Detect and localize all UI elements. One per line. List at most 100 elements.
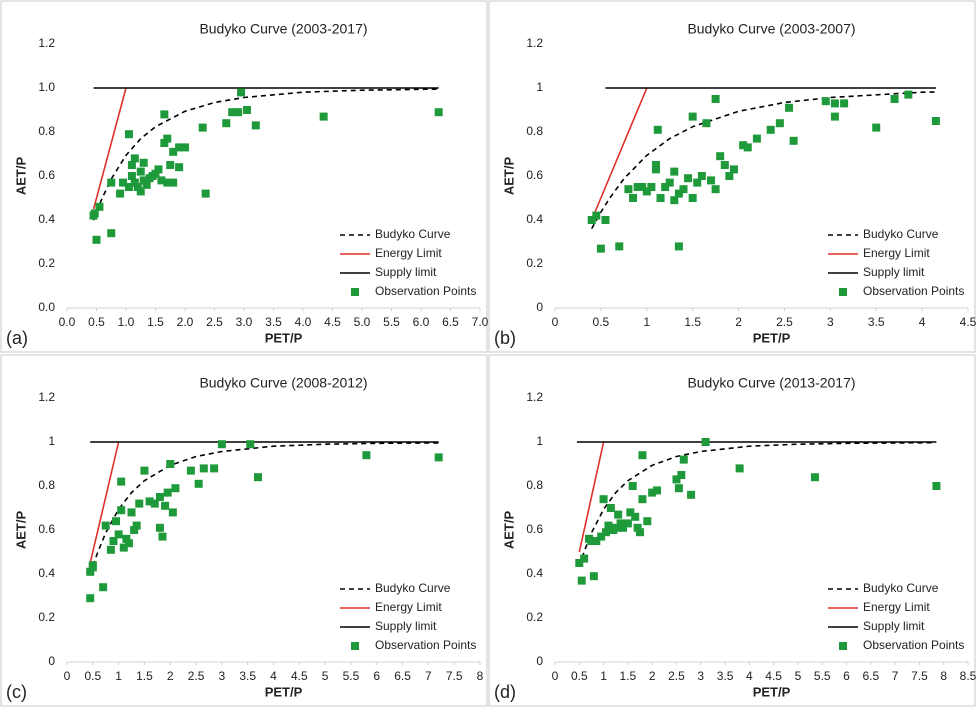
observation-point xyxy=(163,488,172,497)
observation-point xyxy=(228,108,237,117)
observation-point xyxy=(775,119,784,128)
observation-point xyxy=(130,154,139,163)
x-tick-label: 4.5 xyxy=(960,315,977,329)
x-tick-label: 4.5 xyxy=(765,669,782,683)
x-tick-label: 1.5 xyxy=(147,315,164,329)
observation-point xyxy=(687,490,696,499)
y-tick-label: 0.6 xyxy=(38,522,55,536)
panel-frame xyxy=(0,354,488,707)
observation-point xyxy=(136,187,145,196)
observation-point xyxy=(95,202,104,211)
observation-point xyxy=(631,512,640,521)
x-tick-label: 4 xyxy=(270,669,277,683)
observation-point xyxy=(171,484,180,493)
x-tick-label: 8.5 xyxy=(960,669,977,683)
observation-point xyxy=(155,493,164,501)
observation-point xyxy=(638,451,647,460)
x-tick-label: 0 xyxy=(64,669,71,683)
y-tick-label: 0 xyxy=(536,300,543,314)
observation-point xyxy=(720,161,729,169)
x-tick-label: 0.5 xyxy=(88,315,105,329)
x-tick-label: 1.5 xyxy=(620,669,637,683)
x-tick-label: 6.5 xyxy=(442,315,459,329)
observation-point xyxy=(589,572,598,581)
panel-frame xyxy=(0,0,488,353)
observation-point xyxy=(163,178,172,187)
y-axis-label: AET/P xyxy=(13,157,28,196)
y-tick-label: 1.2 xyxy=(38,390,55,404)
x-tick-label: 8 xyxy=(940,669,947,683)
observation-point xyxy=(139,176,148,185)
observation-point xyxy=(157,176,166,185)
x-tick-label: 0.5 xyxy=(571,669,588,683)
x-tick-label: 8 xyxy=(477,669,484,683)
y-tick-label: 1.2 xyxy=(526,36,543,50)
y-tick-label: 0.8 xyxy=(526,478,543,492)
observation-point xyxy=(693,178,702,187)
x-tick-label: 5 xyxy=(795,669,802,683)
x-tick-label: 2.5 xyxy=(668,669,685,683)
observation-point xyxy=(198,123,207,132)
observation-point xyxy=(124,539,133,548)
observation-point xyxy=(168,508,177,517)
series-line xyxy=(89,441,120,564)
observation-point xyxy=(140,466,149,475)
observation-point xyxy=(596,244,605,253)
observation-point xyxy=(161,501,170,510)
y-tick-label: 0.6 xyxy=(526,168,543,182)
x-tick-label: 3 xyxy=(219,669,226,683)
legend-label: Energy Limit xyxy=(375,246,442,260)
x-tick-label: 3.5 xyxy=(868,315,885,329)
observation-point xyxy=(597,532,606,541)
observation-point xyxy=(604,521,613,530)
observation-point xyxy=(648,488,657,497)
observation-point xyxy=(670,167,679,176)
x-tick-label: 4.5 xyxy=(291,669,308,683)
observation-point xyxy=(615,242,624,251)
observation-point xyxy=(674,242,683,251)
observation-point xyxy=(766,125,775,134)
observation-point xyxy=(234,108,243,117)
observation-point xyxy=(127,172,136,180)
observation-point xyxy=(638,495,647,504)
y-tick-label: 0.6 xyxy=(38,168,55,182)
legend-marker xyxy=(351,288,359,296)
observation-point xyxy=(619,523,628,532)
y-tick-label: 0.6 xyxy=(526,522,543,536)
panel-label: (b) xyxy=(494,328,516,348)
observation-point xyxy=(246,440,255,449)
observation-point xyxy=(661,183,670,191)
observation-point xyxy=(136,167,145,176)
chart-title: Budyko Curve (2008-2012) xyxy=(199,375,367,391)
y-tick-label: 0.4 xyxy=(38,566,55,580)
y-tick-label: 1.2 xyxy=(38,36,55,50)
observation-point xyxy=(175,163,184,172)
observation-point xyxy=(616,519,625,528)
observation-point xyxy=(210,464,219,473)
observation-point xyxy=(434,453,443,462)
y-tick-label: 0.8 xyxy=(526,124,543,138)
chart-title: Budyko Curve (2003-2007) xyxy=(687,21,855,37)
legend-label: Supply limit xyxy=(375,619,437,633)
observation-point xyxy=(166,161,175,169)
x-tick-label: 1.0 xyxy=(118,315,135,329)
observation-point xyxy=(674,484,683,493)
observation-point xyxy=(158,532,167,541)
panel-label: (a) xyxy=(6,328,28,348)
observation-point xyxy=(830,99,839,108)
observation-point xyxy=(175,143,184,152)
observation-point xyxy=(931,117,940,125)
series-line xyxy=(578,441,605,553)
observation-point xyxy=(319,112,328,121)
series-line xyxy=(92,88,439,221)
x-tick-label: 6.5 xyxy=(862,669,879,683)
x-tick-label: 0.5 xyxy=(84,669,101,683)
legend-label: Supply limit xyxy=(863,619,925,633)
legend: Budyko Curve Energy Limit Supply limit Obse… xyxy=(828,581,964,652)
x-tick-label: 5.5 xyxy=(383,315,400,329)
x-tick-label: 2.5 xyxy=(776,315,793,329)
observation-point xyxy=(743,143,752,152)
observation-point xyxy=(169,178,178,187)
observation-point xyxy=(242,106,251,114)
